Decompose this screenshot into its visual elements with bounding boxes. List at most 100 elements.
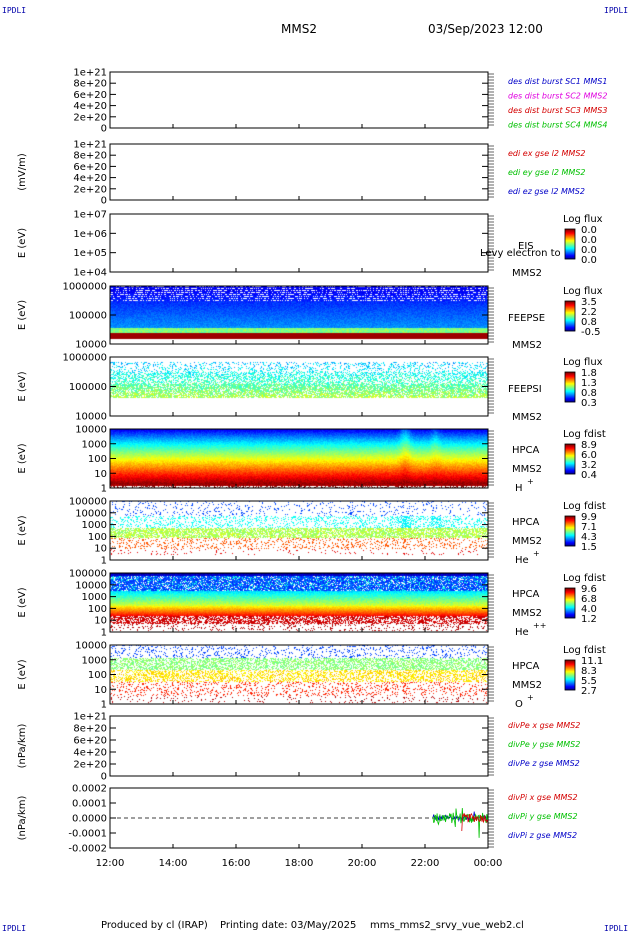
colorbar-bin [565,377,575,379]
y-axis-label: E (eV) [17,515,28,545]
colorbar-bin [565,399,575,401]
colorbar-bin [565,241,575,243]
y-tick-label: 1000 [82,655,107,666]
y-tick-label: 100 [88,670,107,681]
colorbar-bin [565,521,575,523]
panel-FEEPSE: 1000000 100000 10000 E (eV) FEEPSE MMS2 Log fl… [17,282,603,352]
colorbar-bin [565,614,575,616]
legend-entry: divPe y gse MMS2 [508,740,580,749]
species-label: He [515,627,529,638]
colorbar-bin [565,245,575,247]
colorbar-bin [565,392,575,394]
y-tick-label: 100 [88,454,107,465]
y-tick-label: 6e+20 [73,736,107,747]
colorbar-bin [565,676,575,678]
datetime-title: 03/Sep/2023 12:00 [428,22,543,36]
colorbar-bin [565,457,575,459]
colorbar-tick-label: 1.5 [581,542,597,553]
y-tick-label: 1000 [82,439,107,450]
spacecraft-label: MMS2 [512,464,542,475]
colorbar-bin [565,603,575,605]
x-tick-label: 16:00 [222,858,251,869]
spectrogram-image [110,573,488,632]
y-tick-label: 1e+21 [73,140,107,151]
colorbar-bin [565,323,575,325]
legend-entry: divPe x gse MMS2 [508,721,580,730]
colorbar-bin [565,446,575,448]
colorbar-bin [565,254,575,256]
spacecraft-label: MMS2 [512,340,542,351]
colorbar-bin [565,453,575,455]
colorbar-title: Log flux [563,357,603,368]
colorbar-bin [565,451,575,453]
x-tick-label: 00:00 [474,858,503,869]
y-axis-label: E (eV) [17,228,28,258]
colorbar-frame [564,659,576,691]
colorbar-bin [565,387,575,389]
colorbar-bin [565,309,575,311]
colorbar-bin [565,671,575,673]
colorbar-tick-label: 0.8 [581,388,597,399]
colorbar-tick-label: -0.5 [581,327,601,338]
colorbar-bin [565,590,575,592]
colorbar-bin [565,667,575,669]
spectrogram-canvas [110,429,488,488]
colorbar-bin [565,306,575,308]
y-tick-label: 8e+20 [73,151,107,162]
y-tick-label: 4e+20 [73,748,107,759]
colorbar-bin [565,460,575,462]
colorbar-bin [565,604,575,606]
spectrogram-canvas [110,286,488,344]
corner-label-top-left: IPDLI [2,6,27,15]
panel-EIS: 1e+07 1e+06 1e+05 1e+04 E (eV) EIS MMS2 Levy el… [17,210,603,280]
colorbar-bin [565,448,575,450]
colorbar-bin [565,678,575,680]
y-axis-label: E (eV) [17,659,28,689]
y-tick-label: 0 [101,772,107,783]
colorbar-tick-label: 3.2 [581,460,597,471]
colorbar-bin [565,375,575,377]
colorbar-bin [565,233,575,235]
colorbar-bin [565,380,575,382]
legend-entry: des dist burst SC3 MMS3 [508,106,607,115]
colorbar-bin [565,520,575,522]
instrument-label: FEEPSE [508,313,545,324]
colorbar-bin [565,320,575,322]
colorbar-bin [565,305,575,307]
colorbar-bin [565,598,575,600]
colorbar-bin [565,398,575,400]
colorbar-tick-label: 9.6 [581,584,597,595]
y-tick-label: 100 [88,532,107,543]
y-tick-label: 100000 [69,311,107,322]
colorbar-tick-label: 5.5 [581,676,597,687]
instrument-label: HPCA [512,445,540,456]
y-tick-label: 0.0001 [72,799,107,810]
y-tick-label: 1 [101,700,107,711]
colorbar-bin [565,458,575,460]
colorbar-bin [565,304,575,306]
y-tick-label: 10000 [75,508,107,519]
colorbar-bin [565,518,575,520]
colorbar-bin [565,454,575,456]
colorbar-bin [565,236,575,238]
colorbar-tick-label: 0.0 [581,245,597,256]
colorbar-bin [565,605,575,607]
colorbar-bin [565,532,575,534]
colorbar-bin [565,600,575,602]
spectrogram-canvas [110,357,488,416]
spacecraft-label: MMS2 [512,608,542,619]
colorbar-bin [565,686,575,688]
colorbar-bin [565,679,575,681]
colorbar-bin [565,533,575,535]
colorbar-bin [565,238,575,240]
colorbar-bin [565,462,575,464]
colorbar-bin [565,538,575,540]
colorbar-bin [565,234,575,236]
colorbar-bin [565,251,575,253]
y-tick-label: 100000 [69,497,107,508]
colorbar-bin [565,687,575,689]
colorbar-bin [565,660,575,662]
colorbar-bin [565,539,575,541]
